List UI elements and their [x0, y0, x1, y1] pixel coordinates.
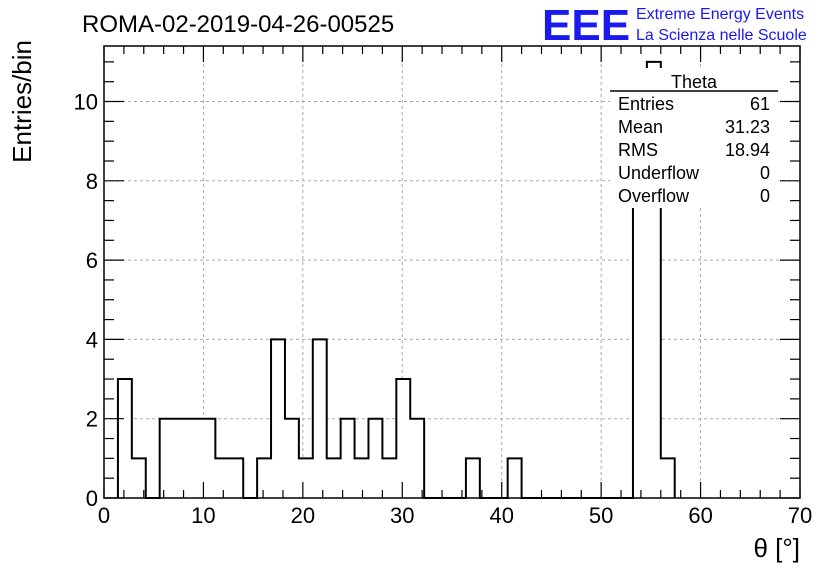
histogram-bin: [632, 180, 647, 499]
histogram-bin: [465, 458, 480, 498]
x-tick-label: 60: [688, 503, 712, 528]
stats-title: Theta: [671, 72, 718, 92]
y-tick-label: 0: [86, 486, 98, 511]
y-tick-label: 6: [86, 248, 98, 273]
stats-box: Theta Entries 61 Mean 31.23 RMS 18.94 Underflo…: [610, 68, 778, 208]
y-tick-labels: 0 2 4 6 8 10: [74, 90, 98, 511]
histogram-bin: [298, 458, 313, 498]
x-tick-labels: 0 10 20 30 40 50 60 70: [98, 503, 812, 528]
histogram-bin: [410, 418, 425, 498]
histogram-bin: [257, 458, 272, 498]
y-axis-title: Entries/bin: [7, 40, 37, 163]
grid-lines: [104, 46, 800, 498]
histogram-outline: [116, 60, 676, 499]
x-tick-label: 50: [589, 503, 613, 528]
x-tick-label: 10: [191, 503, 215, 528]
y-tick-label: 8: [86, 169, 98, 194]
x-tick-label: 30: [390, 503, 414, 528]
histogram-bin: [368, 418, 383, 498]
axis-ticks: [103, 46, 801, 499]
x-axis-title: θ [°]: [753, 533, 800, 563]
histogram-bin: [396, 379, 411, 498]
y-tick-label: 2: [86, 407, 98, 432]
plot-frame: [103, 45, 801, 499]
histogram-bin: [354, 458, 369, 498]
stats-label: Overflow: [618, 186, 690, 206]
histogram-bin: [271, 339, 285, 498]
histogram-bin: [187, 418, 202, 498]
logo-mark: EEE: [542, 1, 630, 50]
histogram-bin: [382, 458, 397, 498]
histogram-bin: [201, 418, 216, 498]
x-tick-label: 0: [98, 503, 110, 528]
logo-line-1: Extreme Energy Events: [636, 6, 804, 23]
stats-label: Entries: [618, 94, 674, 114]
chart-title: ROMA-02-2019-04-26-00525: [82, 11, 394, 38]
y-tick-label: 4: [86, 327, 98, 352]
stats-value: 18.94: [725, 140, 770, 160]
histogram-bin: [284, 418, 299, 498]
histogram-bin: [229, 458, 244, 498]
x-tick-label: 70: [788, 503, 812, 528]
histogram-bin: [326, 458, 341, 498]
logo-line-2: La Scienza nelle Scuole: [636, 27, 807, 44]
histogram-bin: [340, 418, 355, 498]
histogram-bin: [117, 379, 132, 498]
histogram-bin: [131, 458, 146, 498]
histogram-bin: [507, 458, 522, 498]
eee-logo: EEE Extreme Energy Events La Scienza nel…: [542, 1, 807, 50]
histogram-bin: [159, 418, 174, 498]
stats-value: 0: [760, 186, 770, 206]
stats-label: RMS: [618, 140, 658, 160]
stats-value: 61: [750, 94, 770, 114]
stats-rows: Entries 61 Mean 31.23 RMS 18.94 Underflow 0 Over…: [618, 94, 770, 206]
stats-label: Underflow: [618, 163, 700, 183]
stats-value: 0: [760, 163, 770, 183]
histogram-bars: [116, 60, 676, 499]
x-tick-label: 40: [489, 503, 513, 528]
histogram-bin: [173, 418, 188, 498]
x-tick-label: 20: [291, 503, 315, 528]
y-tick-label: 10: [74, 90, 98, 115]
stats-value: 31.23: [725, 117, 770, 137]
histogram-bin: [215, 458, 230, 498]
histogram-bin: [660, 458, 675, 498]
stats-label: Mean: [618, 117, 663, 137]
histogram-bin: [312, 339, 327, 498]
